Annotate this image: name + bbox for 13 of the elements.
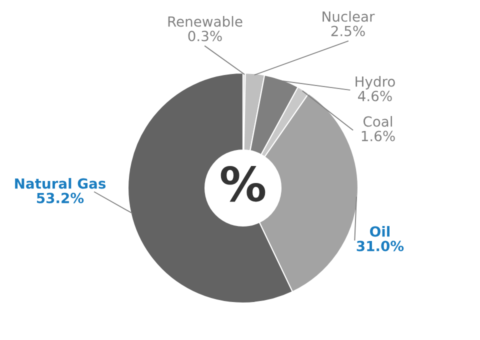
data-label: 1.6% xyxy=(362,130,395,142)
data-label: 31.0% xyxy=(356,240,404,252)
slice-label: Oil xyxy=(370,226,390,237)
data-label: 2.5% xyxy=(331,26,365,36)
slice-label: Hydro xyxy=(356,76,395,90)
slice-label: Renewable xyxy=(168,16,242,27)
data-label: 0.3% xyxy=(188,30,222,42)
slice-label: Coal xyxy=(363,116,392,127)
data-label: 4.6% xyxy=(358,90,392,102)
data-label: 53.2% xyxy=(36,192,84,204)
slice-label: Natural Gas xyxy=(15,178,106,189)
text: % xyxy=(220,166,266,202)
slice-label: Nuclear xyxy=(322,11,375,22)
